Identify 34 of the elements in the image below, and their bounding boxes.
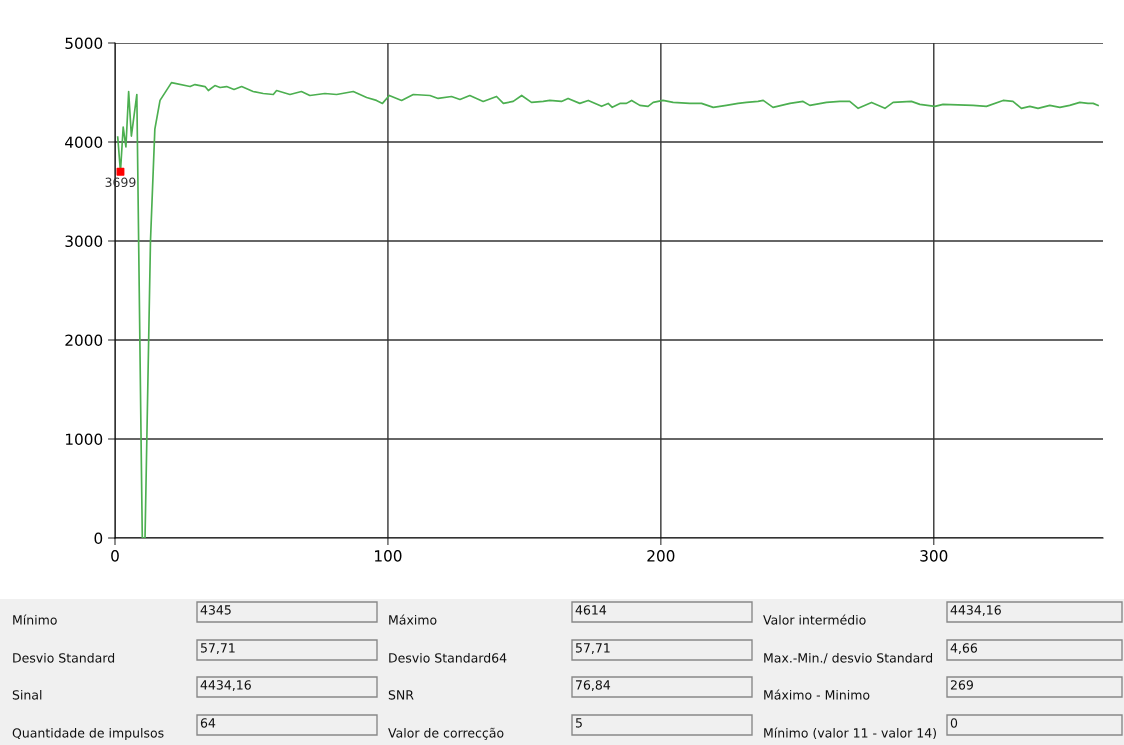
text: 4434,16 — [200, 680, 251, 691]
text: 0 — [950, 718, 958, 728]
x-tick-label: 200 — [647, 550, 675, 562]
text: 64 — [200, 718, 216, 728]
y-tick-label: 1000 — [65, 433, 103, 446]
text: Valor intermédio — [763, 614, 866, 625]
text: Valor de correcção — [388, 727, 504, 740]
text: 269 — [950, 680, 973, 690]
text: 57,71 — [200, 643, 235, 654]
text: 4434,16 — [950, 605, 1001, 616]
y-tick-label: 5000 — [65, 37, 103, 50]
text: Sinal — [12, 689, 42, 700]
y-tick-label: 4000 — [65, 136, 103, 149]
x-tick-label: 0 — [111, 550, 119, 562]
text: Mínimo (valor 11 - valor 14) — [764, 727, 936, 740]
y-tick-label: 3000 — [65, 235, 103, 248]
text: SNR — [388, 690, 414, 700]
text: 4614 — [575, 605, 607, 615]
text: 76,84 — [576, 680, 611, 691]
text: Desvio Standard — [13, 652, 115, 663]
text: 4,66 — [950, 643, 978, 654]
text: 4345 — [200, 605, 231, 615]
text: Desvio Standard64 — [389, 652, 507, 663]
text: Quantidade de impulsos — [12, 727, 164, 741]
text: 57,71 — [575, 643, 610, 654]
x-tick-label: 100 — [375, 550, 402, 562]
text: Mínimo — [13, 614, 57, 625]
y-tick-label: 2000 — [65, 334, 103, 347]
text: Max.-Min./ desvio Standard — [764, 652, 933, 664]
y-tick-label: 0 — [94, 532, 103, 545]
text: Máximo — [389, 614, 437, 625]
x-tick-label: 300 — [920, 550, 948, 562]
text: Máximo - Minimo — [764, 689, 870, 700]
text: 5 — [575, 718, 582, 728]
